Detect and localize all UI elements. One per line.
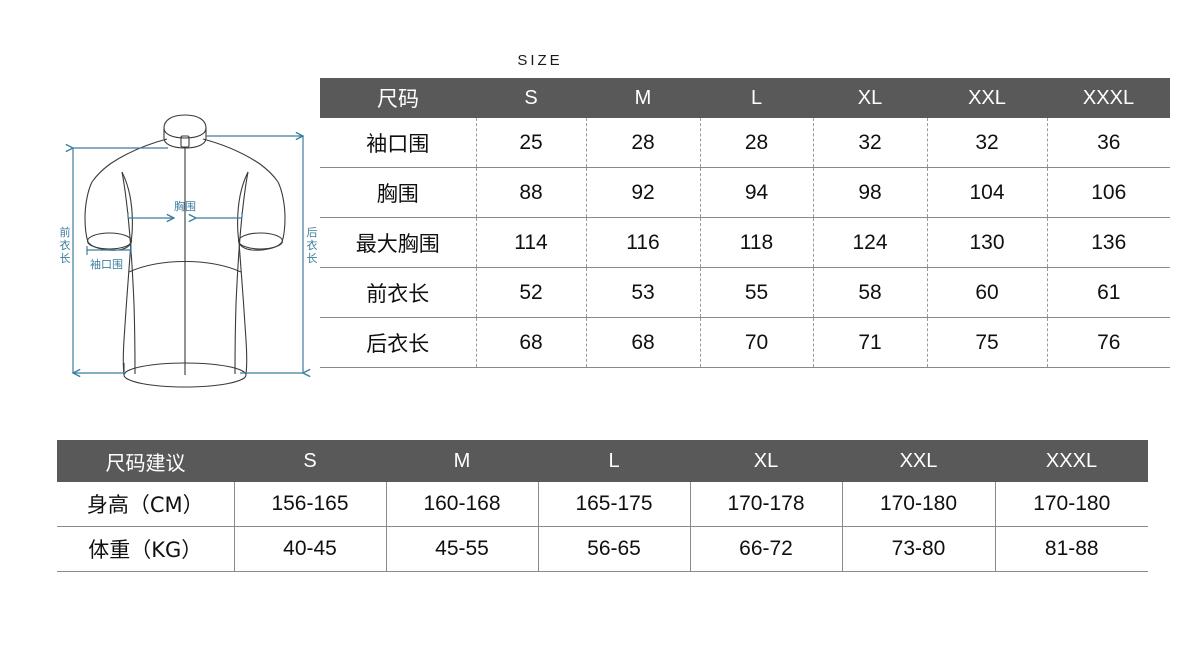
size-measurement-table: 尺码 S M L XL XXL XXXL 袖口围 25 28 28 32 32 … [320,78,1170,368]
row-label: 前衣长 [320,267,476,318]
cell: 170-180 [994,482,1148,527]
column-header-1: S [234,440,386,482]
table-row: 最大胸围 114 116 118 124 130 136 [320,217,1170,268]
cell: 68 [475,317,586,368]
cell: 160-168 [385,482,538,527]
diagram-label-chest: 胸围 [174,199,196,213]
cell: 73-80 [841,526,995,572]
cell: 116 [585,217,700,268]
cell: 66-72 [689,526,842,572]
column-header-4: XL [813,78,927,118]
cell: 40-45 [233,526,386,572]
column-header-2: M [386,440,538,482]
table-row: 前衣长 52 53 55 58 60 61 [320,267,1170,318]
cell: 104 [926,167,1047,218]
column-header-5: XXL [842,440,995,482]
dimension-lines [73,136,303,373]
cell: 124 [812,217,927,268]
column-header-6: XXXL [995,440,1148,482]
row-label: 后衣长 [320,317,476,368]
cell: 170-178 [689,482,842,527]
cell: 32 [926,118,1047,168]
table-row: 身高（CM） 156-165 160-168 165-175 170-178 1… [57,482,1148,527]
row-label: 身高（CM） [57,482,234,527]
table-header-row: 尺码 S M L XL XXL XXXL [320,78,1170,118]
cell: 32 [812,118,927,168]
column-header-5: XXL [927,78,1047,118]
cell: 136 [1046,217,1170,268]
cell: 53 [585,267,700,318]
cell: 36 [1046,118,1170,168]
cell: 45-55 [385,526,538,572]
cell: 170-180 [841,482,995,527]
row-label: 袖口围 [320,118,476,168]
cell: 55 [699,267,813,318]
cell: 68 [585,317,700,368]
cell: 106 [1046,167,1170,218]
diagram-label-cuff: 袖口围 [90,257,123,271]
cell: 28 [699,118,813,168]
cell: 92 [585,167,700,218]
cell: 60 [926,267,1047,318]
cell: 28 [585,118,700,168]
row-label: 体重（KG） [57,526,234,572]
column-header-1: S [476,78,586,118]
cell: 25 [475,118,586,168]
cell: 52 [475,267,586,318]
cell: 88 [475,167,586,218]
table-row: 袖口围 25 28 28 32 32 36 [320,118,1170,168]
cell: 81-88 [994,526,1148,572]
cell: 114 [475,217,586,268]
size-advice-table: 尺码建议 S M L XL XXL XXXL 身高（CM） 156-165 16… [57,440,1148,572]
cell: 71 [812,317,927,368]
diagram-label-back-length: 后衣长 [307,226,318,265]
column-header-0: 尺码建议 [57,440,234,482]
row-label: 最大胸围 [320,217,476,268]
column-header-3: L [700,78,813,118]
cell: 70 [699,317,813,368]
jersey-outline [84,114,286,388]
cell: 165-175 [537,482,690,527]
cell: 56-65 [537,526,690,572]
table-row: 胸围 88 92 94 98 104 106 [320,167,1170,218]
table-header-row: 尺码建议 S M L XL XXL XXXL [57,440,1148,482]
column-header-0: 尺码 [320,78,476,118]
cell: 130 [926,217,1047,268]
column-header-6: XXXL [1047,78,1170,118]
cell: 58 [812,267,927,318]
cell: 75 [926,317,1047,368]
row-label: 胸围 [320,167,476,218]
size-caption: SIZE [517,52,563,69]
table-row: 后衣长 68 68 70 71 75 76 [320,317,1170,368]
cell: 156-165 [233,482,386,527]
jersey-diagram: 胸围 袖口围 前衣长 后衣长 [40,108,330,400]
column-header-4: XL [690,440,842,482]
table-row: 体重（KG） 40-45 45-55 56-65 66-72 73-80 81-… [57,526,1148,572]
cell: 61 [1046,267,1170,318]
cell: 76 [1046,317,1170,368]
cell: 118 [699,217,813,268]
diagram-label-front-length: 前衣长 [60,225,71,265]
column-header-3: L [538,440,690,482]
cell: 98 [812,167,927,218]
column-header-2: M [586,78,700,118]
cell: 94 [699,167,813,218]
